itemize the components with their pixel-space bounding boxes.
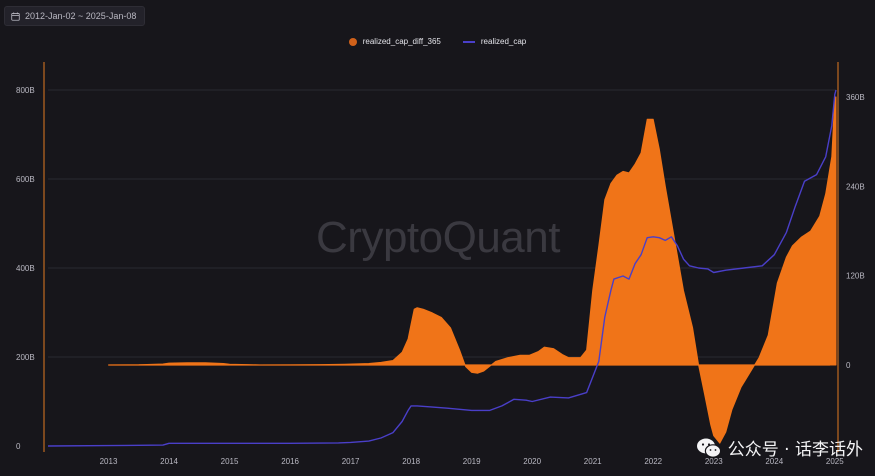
x-axis-tick-label: 2024 bbox=[765, 457, 783, 466]
right-axis-tick-label: 0 bbox=[846, 361, 851, 370]
footer-text: 公众号 · 话李话外 bbox=[727, 440, 863, 460]
footer-badge: 公众号 · 话李话外 bbox=[696, 435, 863, 460]
left-axis-tick-label: 0 bbox=[16, 442, 21, 451]
calendar-icon bbox=[11, 11, 20, 21]
date-range-label: 2012-Jan-02 ~ 2025-Jan-08 bbox=[25, 11, 137, 21]
series-layer bbox=[47, 89, 837, 447]
left-axis-tick-label: 400B bbox=[16, 264, 35, 273]
x-axis-tick-label: 2013 bbox=[100, 457, 118, 466]
legend-swatch-realized-cap-diff-365 bbox=[348, 37, 357, 46]
left-axis-tick-label: 800B bbox=[16, 86, 35, 95]
x-axis-tick-label: 2021 bbox=[584, 457, 602, 466]
axes: 0 200B 400B 600B 800B 0 120B 240B 360B 2013 2014 20… bbox=[16, 62, 865, 466]
x-axis-tick-label: 2025 bbox=[826, 457, 844, 466]
x-axis-tick-label: 2016 bbox=[281, 457, 299, 466]
watermark-text: CryptoQuant bbox=[316, 213, 560, 262]
x-axis-tick-label: 2022 bbox=[644, 457, 662, 466]
left-axis-tick-label: 600B bbox=[16, 175, 35, 184]
left-axis-tick-label: 200B bbox=[16, 353, 35, 362]
legend-swatch-realized-cap bbox=[462, 40, 475, 43]
right-axis-tick-label: 360B bbox=[846, 93, 865, 102]
x-axis-tick-label: 2019 bbox=[463, 457, 481, 466]
legend-label-realized-cap-diff-365: realized_cap_diff_365 bbox=[362, 37, 441, 46]
x-axis-tick-label: 2023 bbox=[705, 457, 723, 466]
wechat-icon bbox=[696, 438, 721, 458]
grid-lines bbox=[48, 89, 836, 358]
right-axis-tick-label: 120B bbox=[846, 272, 865, 281]
x-axis-tick-label: 2017 bbox=[342, 457, 360, 466]
x-axis-tick-label: 2015 bbox=[221, 457, 239, 466]
series-line-realized-cap bbox=[47, 89, 837, 447]
chart-legend: realized_cap_diff_365 realized_cap bbox=[0, 37, 875, 46]
x-axis-tick-label: 2014 bbox=[160, 457, 178, 466]
right-axis-tick-label: 240B bbox=[846, 182, 865, 191]
legend-item-realized-cap[interactable]: realized_cap bbox=[462, 37, 527, 46]
x-axis-tick-label: 2018 bbox=[402, 457, 420, 466]
legend-label-realized-cap: realized_cap bbox=[480, 37, 527, 46]
legend-item-realized-cap-diff-365[interactable]: realized_cap_diff_365 bbox=[348, 37, 441, 46]
date-range-picker[interactable]: 2012-Jan-02 ~ 2025-Jan-08 bbox=[4, 6, 146, 26]
x-axis-tick-label: 2020 bbox=[523, 457, 541, 466]
